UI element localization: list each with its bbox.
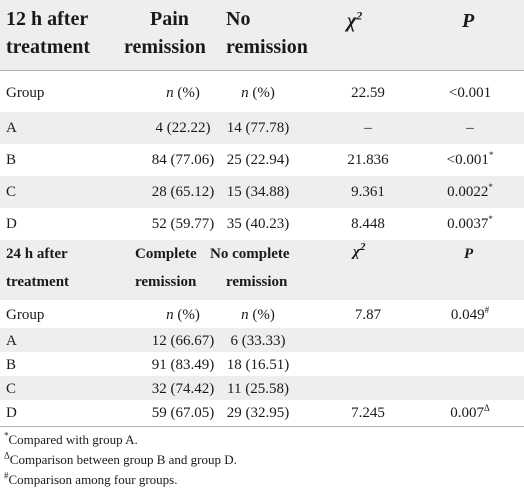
- no-remission-cell: 35 (40.23): [226, 216, 290, 232]
- footnote: *Compared with group A.: [4, 430, 138, 448]
- footnote-mark: *: [488, 214, 493, 224]
- rule: [0, 70, 524, 71]
- p-value-cell: 0.049#: [420, 306, 520, 324]
- header24-col2-line1: Complete: [135, 246, 197, 262]
- group-name: C: [6, 381, 17, 397]
- p-value: <0.001: [448, 85, 492, 101]
- p-value-cell: 0.0037*: [420, 215, 520, 233]
- p-value: 0.007: [450, 405, 484, 421]
- group-name: B: [6, 357, 17, 373]
- chi-value: 22.59: [351, 85, 385, 101]
- header-col2-line1: Pain: [150, 8, 189, 30]
- footnote: ΔComparison between group B and group D.: [4, 450, 237, 468]
- header-col3-line1: No: [226, 8, 251, 30]
- pain-remission-cell: 4 (22.22): [155, 120, 211, 136]
- chi-exponent: 2: [356, 8, 363, 23]
- footnote-mark: Δ: [4, 450, 10, 461]
- no-complete-remission-cell: 6 (33.33): [230, 333, 286, 349]
- header24-chi-square: χ2: [353, 241, 366, 261]
- p-value: 0.0022: [447, 184, 489, 200]
- group-name: A: [6, 333, 17, 349]
- group-label: Group: [6, 307, 45, 323]
- header-col1-line1: 12 h after: [6, 8, 89, 30]
- no-remission-cell: 14 (77.78): [226, 120, 290, 136]
- chi-value: 7.87: [354, 307, 382, 323]
- pain-remission-cell: 52 (59.77): [151, 216, 215, 232]
- complete-remission-cell: 32 (74.42): [151, 381, 215, 397]
- chi-symbol: χ: [353, 244, 360, 260]
- header24-col1-line2: treatment: [6, 274, 70, 290]
- no-complete-remission-cell: 11 (25.58): [227, 381, 289, 397]
- p-value: 0.0037: [447, 216, 489, 232]
- footnote-mark: #: [484, 305, 490, 315]
- header24-col1-line1: 24 h after: [6, 246, 68, 262]
- n-percent-label: n (%): [241, 85, 275, 101]
- rule: [0, 426, 524, 427]
- group-name: D: [6, 405, 17, 421]
- chi-symbol: χ: [347, 10, 357, 32]
- footnote-text: Comparison among four groups.: [8, 472, 178, 487]
- p-value-cell: <0.001*: [420, 151, 520, 169]
- header-p: P: [462, 10, 475, 32]
- group-name: C: [6, 184, 17, 200]
- n-percent-label: n (%): [241, 307, 275, 323]
- p-value-cell: 0.0022*: [420, 183, 520, 201]
- group-name: A: [6, 120, 17, 136]
- no-complete-remission-cell: 29 (32.95): [226, 405, 290, 421]
- group-label: Group: [6, 85, 45, 101]
- header24-col2-line2: remission: [135, 274, 197, 290]
- pain-remission-cell: 84 (77.06): [151, 152, 215, 168]
- header-col2-line2: remission: [124, 36, 206, 58]
- footnote-mark: #: [4, 470, 9, 481]
- no-remission-cell: 15 (34.88): [226, 184, 290, 200]
- chi-exponent: 2: [359, 241, 366, 253]
- footnote-mark: Δ: [483, 403, 490, 413]
- header24-col3-line1: No complete: [210, 246, 290, 262]
- group-name: B: [6, 152, 17, 168]
- complete-remission-cell: 12 (66.67): [151, 333, 215, 349]
- footnote-text: Comparison between group B and group D.: [9, 452, 237, 467]
- footnote-mark: *: [488, 182, 493, 192]
- header-col3-line2: remission: [226, 36, 308, 58]
- chi-value: 7.245: [351, 405, 385, 421]
- complete-remission-cell: 91 (83.49): [151, 357, 215, 373]
- p-value: –: [466, 120, 474, 136]
- p-value: <0.001: [446, 152, 489, 168]
- header-chi-square: χ2: [347, 8, 362, 34]
- group-name: D: [6, 216, 17, 232]
- header24-col3-line2: remission: [226, 274, 288, 290]
- p-value: 0.049: [450, 307, 485, 323]
- footnote: #Comparison among four groups.: [4, 470, 178, 488]
- pain-remission-cell: 28 (65.12): [151, 184, 215, 200]
- no-complete-remission-cell: 18 (16.51): [226, 357, 290, 373]
- chi-value: 21.836: [347, 152, 389, 168]
- chi-value: 9.361: [351, 184, 385, 200]
- n-percent-label: n (%): [166, 307, 200, 323]
- header24-p: P: [464, 246, 474, 262]
- chi-value: –: [364, 120, 372, 136]
- p-value-cell: 0.007Δ: [420, 404, 520, 422]
- header-col1-line2: treatment: [6, 36, 91, 58]
- footnote-mark: *: [4, 430, 9, 441]
- complete-remission-cell: 59 (67.05): [151, 405, 215, 421]
- no-remission-cell: 25 (22.94): [226, 152, 290, 168]
- footnote-text: Compared with group A.: [8, 432, 138, 447]
- chi-value: 8.448: [351, 216, 385, 232]
- footnote-mark: *: [488, 150, 494, 160]
- n-percent-label: n (%): [166, 85, 200, 101]
